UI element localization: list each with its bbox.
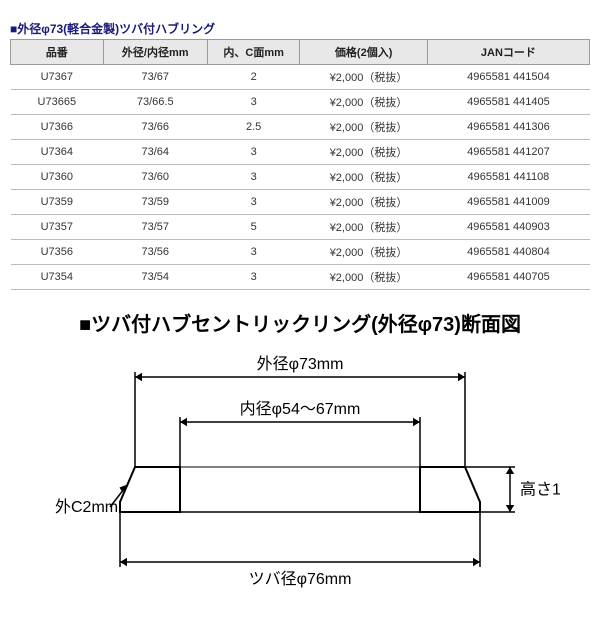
table-cell: 4965581 441405: [427, 90, 589, 115]
table-cell: ¥2,000（税抜）: [300, 115, 427, 140]
table-row: U735973/593¥2,000（税抜）4965581 441009: [11, 190, 590, 215]
table-cell: 4965581 441108: [427, 165, 589, 190]
table-cell: 4965581 441207: [427, 140, 589, 165]
label-height: 高さ10mm: [520, 481, 560, 499]
table-cell: 3: [207, 265, 300, 290]
label-outer-c: 外C2mm: [55, 498, 118, 516]
table-cell: U7360: [11, 165, 104, 190]
table-cell: 3: [207, 240, 300, 265]
col-header: 品番: [11, 40, 104, 65]
label-outer-dia: 外径φ73mm: [257, 355, 344, 373]
table-cell: ¥2,000（税抜）: [300, 90, 427, 115]
table-cell: 3: [207, 140, 300, 165]
table-cell: 3: [207, 90, 300, 115]
table-cell: 4965581 441306: [427, 115, 589, 140]
table-row: U735773/575¥2,000（税抜）4965581 440903: [11, 215, 590, 240]
table-row: U736073/603¥2,000（税抜）4965581 441108: [11, 165, 590, 190]
table-cell: 73/64: [103, 140, 207, 165]
section-right: [420, 467, 480, 512]
table-cell: U7364: [11, 140, 104, 165]
table-cell: 4965581 440705: [427, 265, 589, 290]
table-row: U736473/643¥2,000（税抜）4965581 441207: [11, 140, 590, 165]
table-cell: ¥2,000（税抜）: [300, 215, 427, 240]
table-cell: ¥2,000（税抜）: [300, 140, 427, 165]
table-cell: 73/59: [103, 190, 207, 215]
table-cell: 2: [207, 65, 300, 90]
table-row: U736673/662.5¥2,000（税抜）4965581 441306: [11, 115, 590, 140]
table-cell: 5: [207, 215, 300, 240]
section-left: [120, 467, 180, 512]
table-cell: 73/57: [103, 215, 207, 240]
table-cell: U7359: [11, 190, 104, 215]
table-cell: U7367: [11, 65, 104, 90]
table-cell: U7354: [11, 265, 104, 290]
table-cell: ¥2,000（税抜）: [300, 265, 427, 290]
cross-section-diagram: 外径φ73mm 内径φ54～67mm ツバ径φ76mm 高さ10mm 外C2mm: [40, 347, 560, 597]
col-header: 価格(2個入): [300, 40, 427, 65]
table-cell: ¥2,000（税抜）: [300, 240, 427, 265]
table-cell: 73/56: [103, 240, 207, 265]
table-cell: 73/54: [103, 265, 207, 290]
table-cell: 3: [207, 190, 300, 215]
table-cell: 4965581 440903: [427, 215, 589, 240]
table-row: U736773/672¥2,000（税抜）4965581 441504: [11, 65, 590, 90]
table-row: U735673/563¥2,000（税抜）4965581 440804: [11, 240, 590, 265]
table-cell: 73/66.5: [103, 90, 207, 115]
table-cell: 4965581 441504: [427, 65, 589, 90]
table-cell: U7356: [11, 240, 104, 265]
label-inner-dia: 内径φ54～67mm: [240, 400, 361, 418]
table-row: U735473/543¥2,000（税抜）4965581 440705: [11, 265, 590, 290]
table-cell: 73/67: [103, 65, 207, 90]
label-flange: ツバ径φ76mm: [249, 570, 352, 588]
spec-table: 品番 外径/内径mm 内、C面mm 価格(2個入) JANコード U736773…: [10, 39, 590, 290]
table-cell: 3: [207, 165, 300, 190]
table-cell: 4965581 441009: [427, 190, 589, 215]
table-header-row: 品番 外径/内径mm 内、C面mm 価格(2個入) JANコード: [11, 40, 590, 65]
table-cell: ¥2,000（税抜）: [300, 165, 427, 190]
col-header: 内、C面mm: [207, 40, 300, 65]
table-cell: 4965581 440804: [427, 240, 589, 265]
diagram-title: ■ツバ付ハブセントリックリング(外径φ73)断面図: [10, 308, 590, 337]
col-header: JANコード: [427, 40, 589, 65]
table-cell: U7366: [11, 115, 104, 140]
table-cell: 73/66: [103, 115, 207, 140]
table-cell: 2.5: [207, 115, 300, 140]
table-cell: U73665: [11, 90, 104, 115]
table-cell: ¥2,000（税抜）: [300, 65, 427, 90]
table-cell: 73/60: [103, 165, 207, 190]
table-cell: U7357: [11, 215, 104, 240]
table-title: ■外径φ73(軽合金製)ツバ付ハブリング: [10, 20, 590, 37]
col-header: 外径/内径mm: [103, 40, 207, 65]
table-row: U7366573/66.53¥2,000（税抜）4965581 441405: [11, 90, 590, 115]
table-cell: ¥2,000（税抜）: [300, 190, 427, 215]
